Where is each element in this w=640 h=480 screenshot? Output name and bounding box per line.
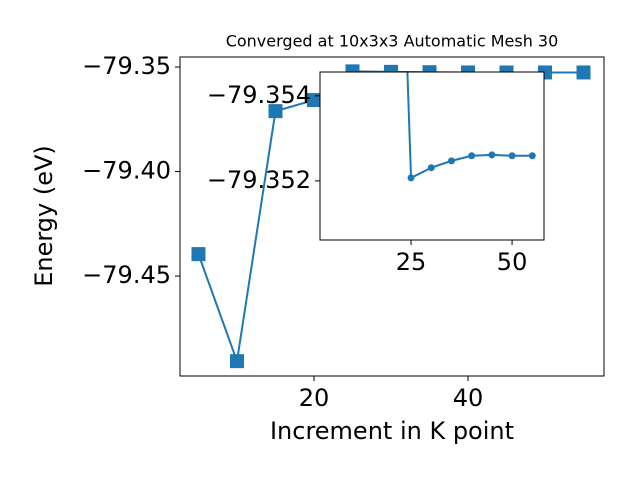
marker — [528, 152, 536, 160]
marker — [191, 247, 206, 262]
marker — [508, 152, 516, 160]
x-axis-label: Increment in K point — [270, 417, 514, 445]
y-axis-label: Energy (eV) — [30, 145, 58, 287]
marker — [576, 65, 591, 80]
y-tick-label: −79.45 — [82, 261, 171, 289]
x-tick-label: 25 — [396, 248, 427, 276]
marker — [268, 104, 283, 119]
y-tick-label: −79.354 — [207, 81, 311, 109]
plot-frame — [179, 56, 605, 377]
x-tick-label: 20 — [299, 384, 330, 412]
series — [406, 72, 536, 182]
x-tick-label: 40 — [453, 384, 484, 412]
marker — [468, 152, 476, 160]
marker — [306, 93, 321, 108]
marker — [447, 157, 455, 165]
marker — [229, 354, 244, 369]
plot-frame — [319, 71, 545, 241]
y-tick-label: −79.352 — [207, 166, 311, 194]
chart-title: Converged at 10x3x3 Automatic Mesh 30 — [226, 32, 559, 51]
marker — [488, 151, 496, 159]
y-tick-label: −79.35 — [82, 52, 171, 80]
x-tick-label: 50 — [497, 248, 528, 276]
marker — [427, 164, 435, 172]
y-tick-label: −79.40 — [82, 157, 171, 185]
marker — [407, 174, 415, 182]
